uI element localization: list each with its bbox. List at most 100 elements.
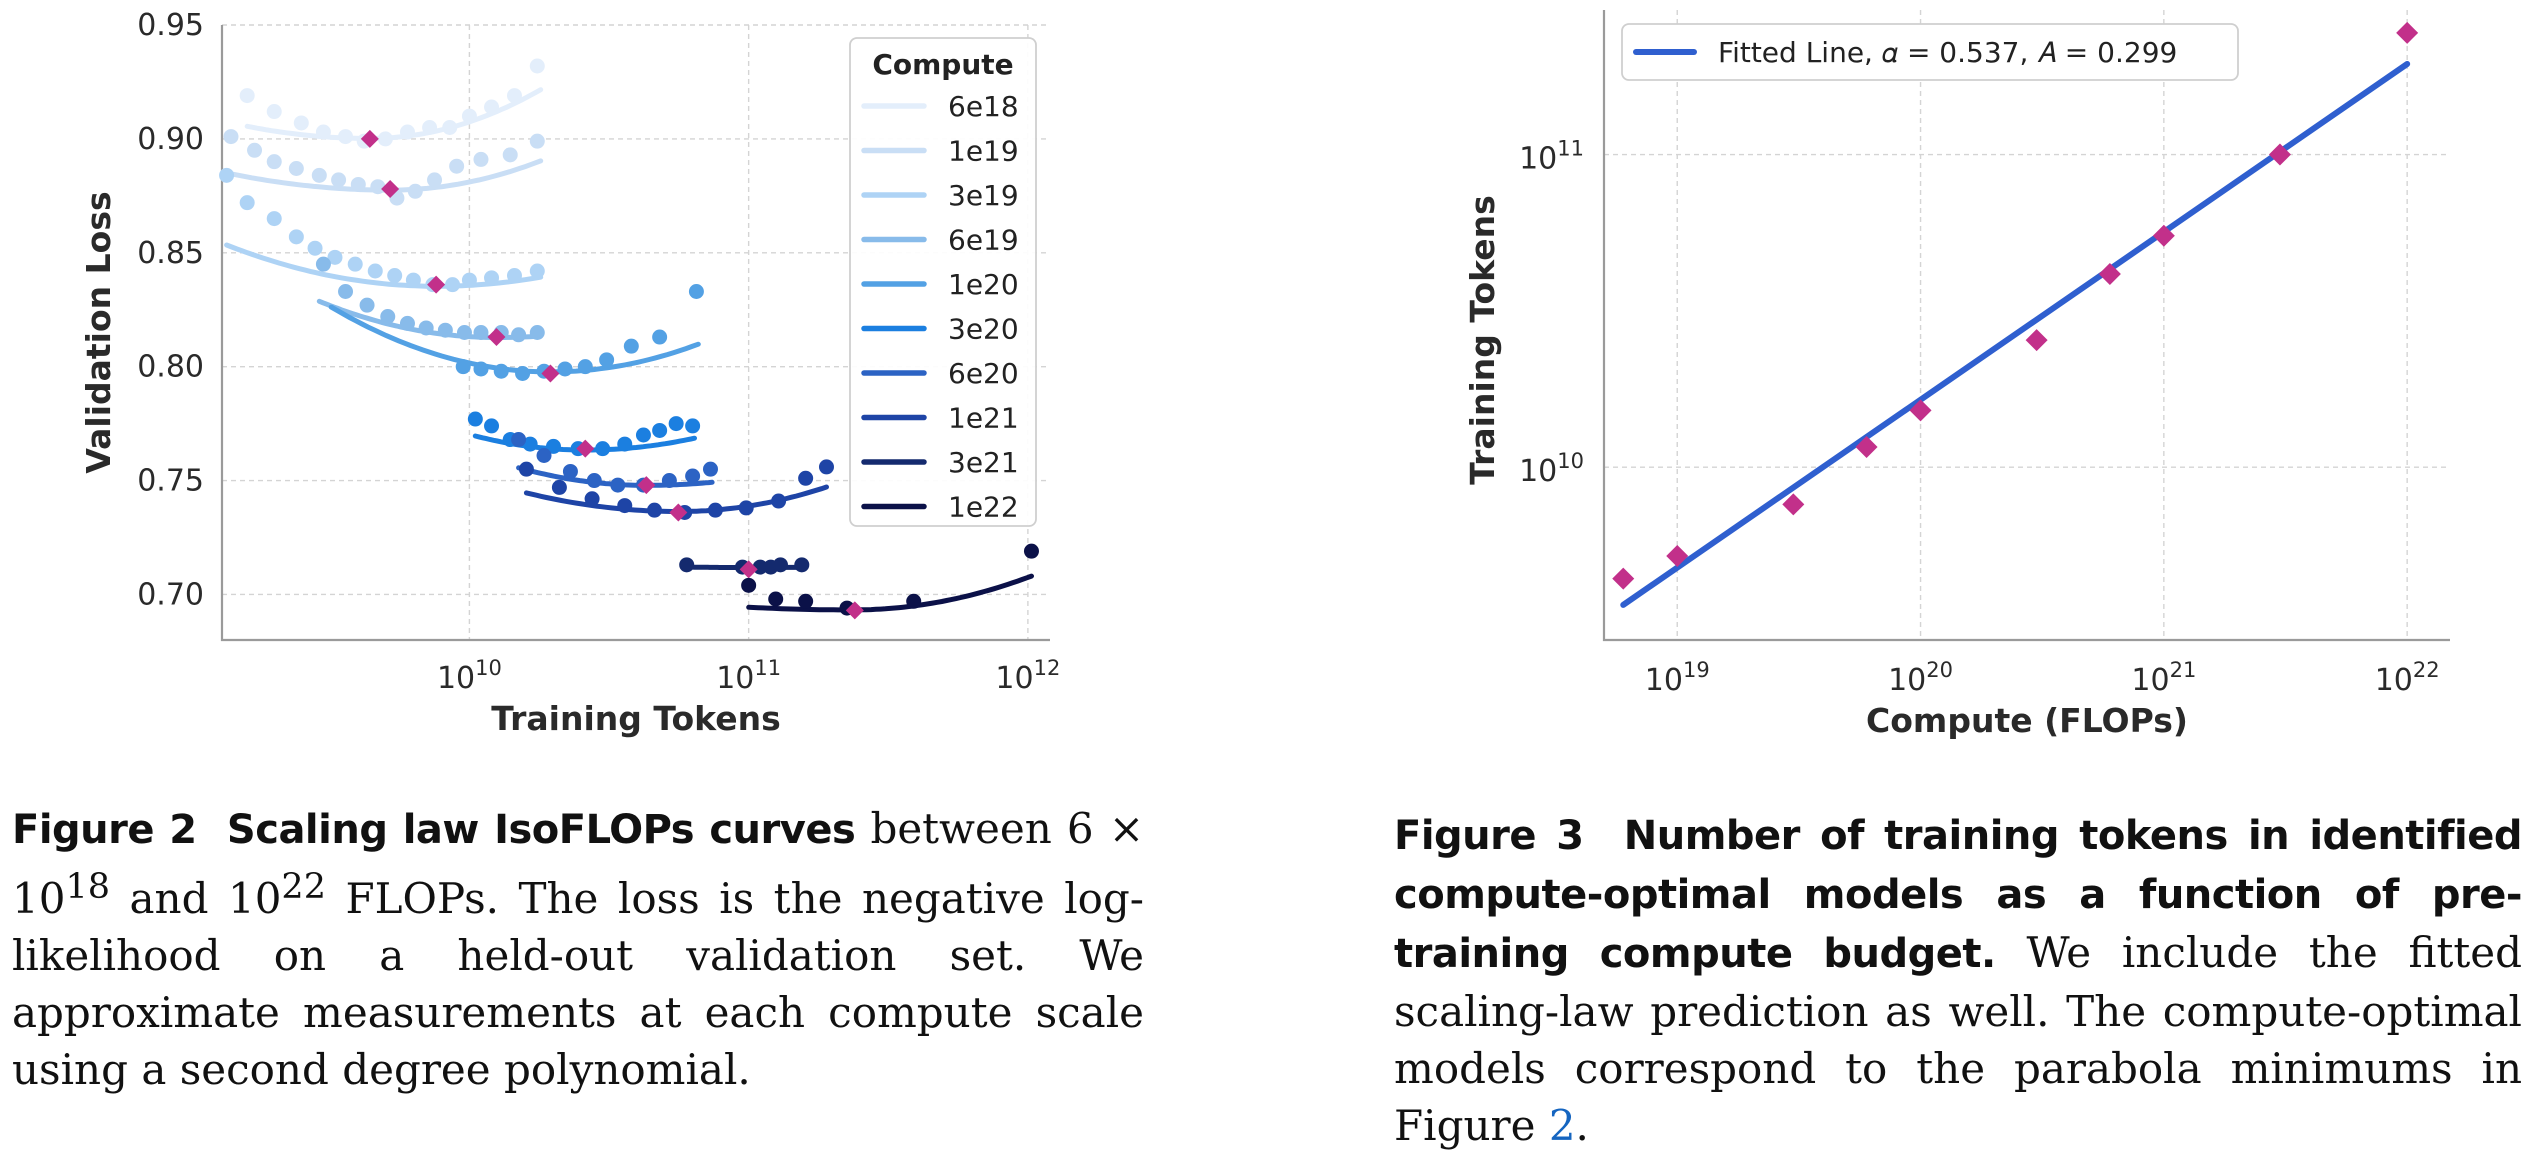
data-point-3e19 (307, 240, 323, 256)
left-x-tick-label-base: 10 (995, 661, 1033, 696)
data-point-6e18 (461, 108, 477, 124)
data-point-6e20 (661, 473, 677, 489)
series-6e18 (239, 58, 545, 149)
data-point-3e21 (752, 559, 768, 575)
data-point-6e19 (380, 309, 396, 325)
data-point-3e20 (617, 436, 633, 452)
right-axes-spine (1602, 10, 2450, 642)
data-point-1e19 (427, 172, 443, 188)
left-x-tick-label-base: 10 (437, 661, 475, 696)
left-x-tick-label-exp: 11 (754, 656, 781, 680)
right-x-tick-label-base: 10 (1645, 663, 1683, 698)
data-point-6e20 (586, 473, 602, 489)
data-point-3e20 (467, 411, 483, 427)
data-point-6e18 (442, 120, 458, 135)
data-point-3e21 (679, 557, 695, 573)
data-point-1e19 (529, 133, 545, 149)
data-point-6e18 (399, 124, 415, 140)
legend-label-1e21: 1e21 (948, 402, 1019, 435)
legend-label-3e19: 3e19 (948, 179, 1019, 212)
left-x-axis-label: Training Tokens (491, 699, 781, 738)
right-x-tick-label-base: 10 (2375, 663, 2413, 698)
figure-2-title: Scaling law IsoFLOPs curves (226, 807, 856, 853)
data-point-6e19 (418, 320, 434, 336)
data-point-3e19 (387, 268, 403, 284)
data-point-6e18 (266, 104, 282, 120)
data-point-3e19 (347, 256, 363, 272)
left-axes-spine (220, 25, 1050, 642)
data-point-6e18 (338, 129, 354, 145)
data-point-1e21 (798, 470, 814, 486)
data-point-3e20 (668, 416, 684, 432)
right-x-tick-label-base: 10 (2131, 663, 2169, 698)
legend-label-fitted-line: Fitted Line, 𝛼 = 0.537, 𝐴 = 0.299 (1718, 36, 2177, 69)
data-point-6e18 (484, 99, 500, 115)
right-x-tick-label: 1021 (2131, 658, 2196, 698)
data-point-1e20 (455, 359, 471, 375)
data-point-3e20 (545, 438, 561, 454)
fit-curve-1e20 (328, 304, 701, 375)
data-point-3e19 (288, 229, 304, 245)
data-point-1e19 (449, 158, 465, 174)
data-point-1e22 (798, 593, 814, 609)
optimum-marker-6e18 (360, 129, 379, 148)
legend-label-1e22: 1e22 (948, 491, 1019, 524)
data-point-1e21 (738, 500, 754, 516)
data-point-6e20 (562, 463, 578, 479)
optimal-point (1666, 544, 1689, 567)
data-point-3e20 (522, 436, 538, 452)
data-point-1e19 (350, 176, 366, 192)
data-point-1e19 (370, 179, 386, 195)
series-3e21 (679, 557, 810, 579)
data-point-6e19 (359, 297, 375, 313)
series-3e19 (219, 167, 545, 294)
data-point-3e21 (772, 557, 788, 573)
data-point-1e21 (818, 459, 834, 475)
figure-3-end: . (1575, 1101, 1589, 1150)
optimum-marker-6e20 (637, 476, 656, 495)
left-x-tick-label: 1012 (995, 656, 1060, 696)
data-point-1e19 (247, 142, 263, 158)
right-x-tick-label: 1019 (1645, 658, 1710, 698)
right-x-tick-label: 1020 (1888, 658, 1953, 698)
figure-3-caption: Figure 3 Number of training tokens in id… (1394, 806, 2523, 1154)
figure-2-text-before: between 6 × 10 (12, 804, 1145, 923)
data-point-3e19 (367, 263, 383, 279)
data-point-6e19 (529, 325, 545, 340)
figure-2-reference-link[interactable]: 2 (1548, 1101, 1576, 1150)
data-point-1e19 (502, 147, 518, 163)
data-point-3e19 (529, 263, 545, 279)
series-3e20 (467, 411, 701, 458)
optimal-point (1612, 567, 1635, 590)
optimal-point (2396, 21, 2419, 44)
legend-box (1621, 23, 2239, 81)
right-y-tick-label: 1011 (1519, 137, 1584, 177)
left-y-tick-label: 0.85 (137, 236, 204, 271)
data-point-6e19 (399, 315, 415, 331)
data-point-3e19 (506, 268, 522, 284)
optimal-point (2025, 329, 2048, 352)
data-point-3e19 (484, 270, 500, 286)
data-point-1e22 (1023, 543, 1039, 559)
optimum-marker-3e21 (739, 560, 758, 579)
data-point-6e18 (239, 88, 255, 104)
left-y-tick-label: 0.80 (137, 350, 204, 385)
right-x-tick-label-exp: 22 (2413, 658, 2440, 682)
data-point-3e19 (405, 272, 421, 288)
optimal-point (2268, 143, 2291, 166)
data-point-1e19 (311, 167, 327, 183)
right-y-tick-label-base: 10 (1519, 142, 1557, 177)
legend-title: Compute (872, 48, 1013, 81)
data-point-3e19 (219, 167, 235, 183)
fit-curve-1e22 (746, 573, 1034, 613)
left-legend: Compute 6e18 1e19 3e19 6e19 1e20 3e20 6e20 1e21 3… (849, 37, 1037, 527)
data-point-3e19 (266, 211, 282, 227)
figure-2-label: Figure 2 (12, 807, 197, 853)
legend-label-6e18: 6e18 (948, 90, 1019, 123)
data-point-3e19 (445, 277, 461, 293)
legend-label-3e20: 3e20 (948, 313, 1019, 346)
data-point-6e20 (536, 448, 552, 463)
data-point-1e21 (584, 491, 600, 507)
